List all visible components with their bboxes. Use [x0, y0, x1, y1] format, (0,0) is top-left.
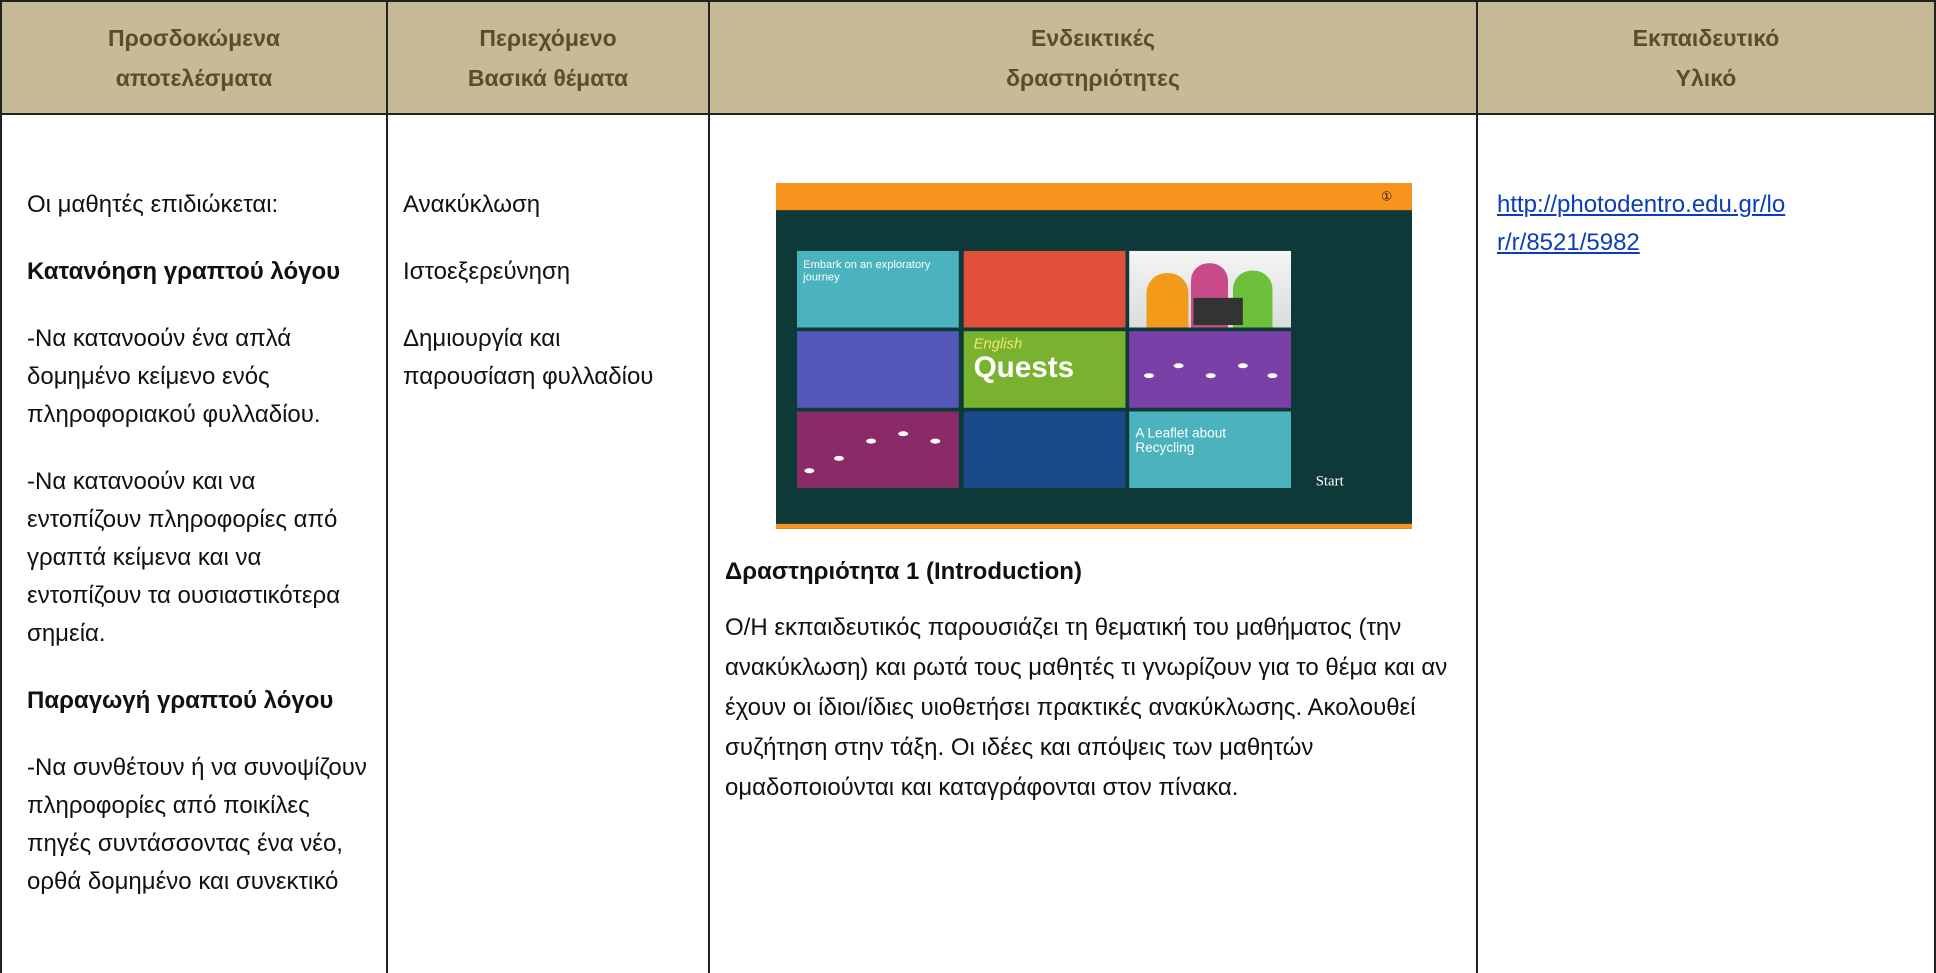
material-cell: http://photodentro.edu.gr/lor/r/8521/598… [1497, 186, 1792, 262]
header-cell: Προσδοκώμενα αποτελέσματα [2, 0, 386, 115]
start-label: Start [1315, 471, 1344, 490]
header-text: αποτελέσματα [115, 64, 273, 91]
outcome-text: -Να κατανοούν και να εντοπίζουν πληροφορ… [27, 468, 341, 647]
footprint-tile [1129, 331, 1291, 408]
logo-tile: English Quests [963, 331, 1126, 408]
content-column: Περιεχόμενο Βασικά θέματα Ανακύκλωση Ιστο… [388, 0, 710, 973]
logo-small: English [973, 334, 1023, 353]
section-heading: Κατανόηση γραπτού λόγου [27, 258, 341, 285]
top-bar [776, 183, 1412, 211]
outcome-text: Οι μαθητές επιδιώκεται: [27, 191, 279, 218]
section-heading: Παραγωγή γραπτού λόγου [27, 687, 334, 714]
tile [796, 331, 959, 408]
footprint-tile [796, 411, 959, 489]
content-topic: Δημιουργία και παρουσίαση φυλλαδίου [403, 325, 654, 390]
tile: Embark on an exploratory journey [796, 250, 959, 328]
header-text: Εκπαιδευτικό [1632, 24, 1780, 51]
material-link[interactable]: http://photodentro.edu.gr/lor/r/8521/598… [1497, 191, 1786, 256]
outcome-text: -Να συνθέτουν ή να συνοψίζουν πληροφορίε… [27, 754, 367, 895]
tile [963, 250, 1126, 328]
outcome-text: -Να κατανοούν ένα απλά δομημένο κείμενο … [27, 325, 321, 428]
photo-tile [1129, 250, 1291, 328]
header-cell: Ενδεικτικές δραστηριότητες [710, 0, 1476, 115]
header-text: Υλικό [1675, 64, 1737, 91]
screenshot-canvas: ① Embark on an exploratory journey Engli… [776, 183, 1412, 529]
screenshot-image: ① Embark on an exploratory journey Engli… [776, 183, 1412, 529]
bottom-bar [776, 523, 1412, 529]
content-topic: Ανακύκλωση [403, 191, 541, 218]
header-text: Ενδεικτικές [1030, 24, 1156, 51]
content-list: Ανακύκλωση Ιστοεξερεύνηση Δημιουργία και π… [403, 186, 698, 425]
logo-big: Quests [973, 350, 1075, 385]
material-column: Εκπαιδευτικό Υλικό http://photodentro.ed… [1478, 0, 1936, 973]
outcomes-list: Οι μαθητές επιδιώκεται: Κατανόηση γραπτού… [27, 186, 372, 930]
header-cell: Εκπαιδευτικό Υλικό [1478, 0, 1934, 115]
header-cell: Περιεχόμενο Βασικά θέματα [388, 0, 708, 115]
content-topic: Ιστοεξερεύνηση [403, 258, 571, 285]
header-text: Περιεχόμενο [479, 24, 617, 51]
header-text: Προσδοκώμενα [107, 24, 281, 51]
header-text: Βασικά θέματα [467, 64, 629, 91]
activity-text: Ο/Η εκπαιδευτικός παρουσιάζει τη θεματικ… [725, 614, 1448, 801]
activities-column: Ενδεικτικές δραστηριότητες ① Embark on a… [710, 0, 1478, 973]
activity-heading: Δραστηριότητα 1 (Introduction) [725, 558, 1082, 585]
tile: A Leaflet about Recycling [1129, 411, 1291, 489]
header-text: δραστηριότητες [1006, 64, 1180, 91]
tile [963, 411, 1126, 489]
outcomes-column: Προσδοκώμενα αποτελέσματα Οι μαθητές επι… [0, 0, 388, 973]
icon: ① [1381, 190, 1393, 204]
